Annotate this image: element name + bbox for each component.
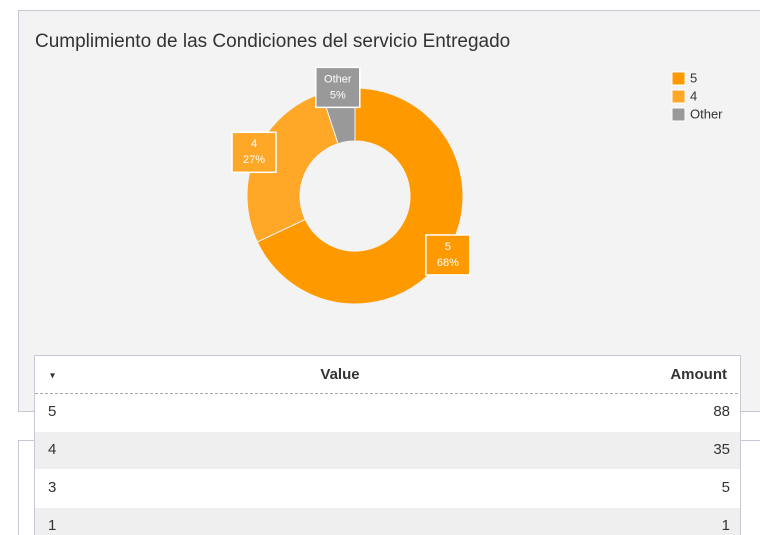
cell-amount: 88 bbox=[713, 403, 730, 420]
slice-label-box bbox=[315, 66, 361, 109]
legend-label: 5 bbox=[690, 70, 697, 85]
chart-title: Cumplimiento de las Condiciones del serv… bbox=[35, 31, 510, 52]
slice-label-box bbox=[231, 131, 277, 174]
slice-label-name: 5 bbox=[445, 241, 451, 253]
donut-chart: 5 68% 4 27% Other 5% bbox=[231, 66, 471, 305]
slice-label-value: 68% bbox=[437, 257, 459, 269]
slice-label-name: Other bbox=[324, 73, 352, 85]
cell-amount: 5 bbox=[722, 479, 730, 496]
donut-slice bbox=[256, 87, 464, 305]
table-row bbox=[35, 508, 740, 535]
slice-label-value: 5% bbox=[330, 89, 346, 101]
slice-label-name: 4 bbox=[251, 138, 257, 150]
slice-label-box bbox=[425, 234, 471, 276]
donut-slice bbox=[246, 92, 339, 243]
legend-swatch bbox=[671, 71, 686, 86]
sort-icon[interactable]: ▾ bbox=[50, 371, 55, 382]
legend-swatch bbox=[671, 107, 686, 122]
legend-label: Other bbox=[690, 106, 723, 121]
cell-value: 4 bbox=[48, 441, 56, 458]
table-row bbox=[35, 470, 740, 507]
legend-label: 4 bbox=[690, 88, 697, 103]
table-rows: 5 884 353 51 1 bbox=[35, 394, 740, 535]
cell-value: 3 bbox=[48, 479, 56, 496]
column-header[interactable]: Value bbox=[320, 366, 359, 383]
cell-amount: 35 bbox=[713, 441, 730, 458]
cell-amount: 1 bbox=[722, 517, 730, 534]
table-row bbox=[35, 394, 740, 431]
column-header[interactable]: Amount bbox=[670, 366, 727, 383]
cell-value: 1 bbox=[48, 517, 56, 534]
chart-panel bbox=[18, 10, 760, 412]
table-row bbox=[35, 432, 740, 469]
cell-value: 5 bbox=[48, 403, 56, 420]
slice-label-value: 27% bbox=[243, 154, 265, 166]
legend: 5 4 Other bbox=[671, 70, 723, 122]
legend-swatch bbox=[671, 89, 686, 104]
